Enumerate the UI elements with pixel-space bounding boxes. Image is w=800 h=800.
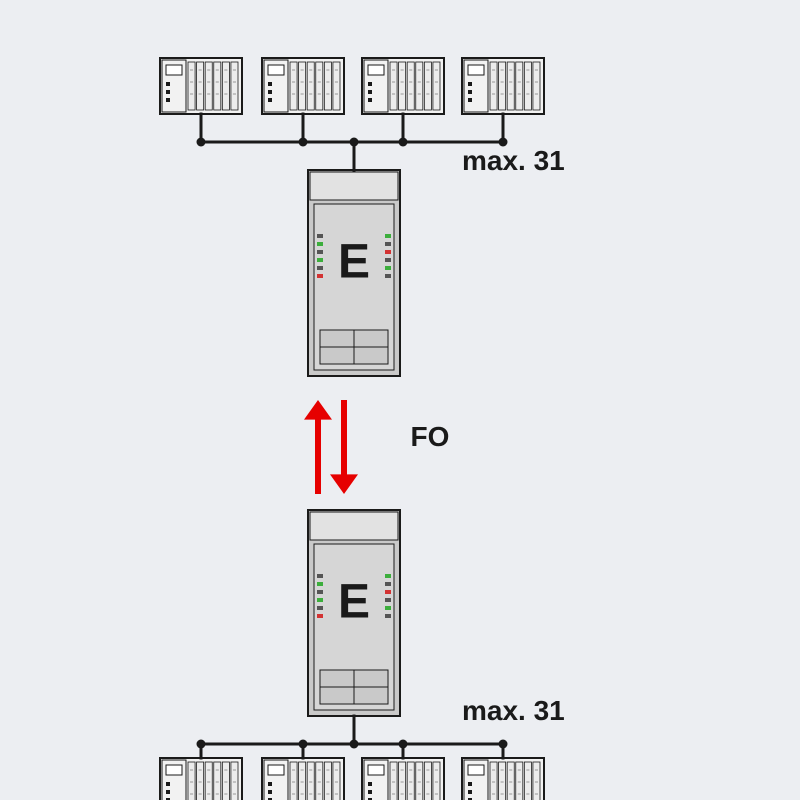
diagram-canvas: Emax. 31 FO Emax. 31 (0, 0, 800, 800)
label-max31-bottom: max. 31 (462, 695, 565, 726)
plc-device (362, 758, 444, 800)
label-max31-top: max. 31 (462, 145, 565, 176)
e-module: E (308, 510, 400, 716)
e-module-label: E (338, 575, 370, 628)
plc-device (262, 758, 344, 800)
bus-junction (399, 138, 408, 147)
plc-device (160, 58, 242, 114)
bus-junction (197, 138, 206, 147)
plc-device (262, 58, 344, 114)
bus-junction (299, 740, 308, 749)
plc-device (362, 58, 444, 114)
plc-device (160, 758, 242, 800)
bus-junction (499, 740, 508, 749)
plc-device (462, 758, 544, 800)
bus-junction (299, 138, 308, 147)
bus-junction (197, 740, 206, 749)
plc-device (462, 58, 544, 114)
bus-junction (399, 740, 408, 749)
label-fo: FO (411, 421, 450, 452)
e-module-label: E (338, 235, 370, 288)
e-module: E (308, 170, 400, 376)
bus-junction (350, 138, 359, 147)
